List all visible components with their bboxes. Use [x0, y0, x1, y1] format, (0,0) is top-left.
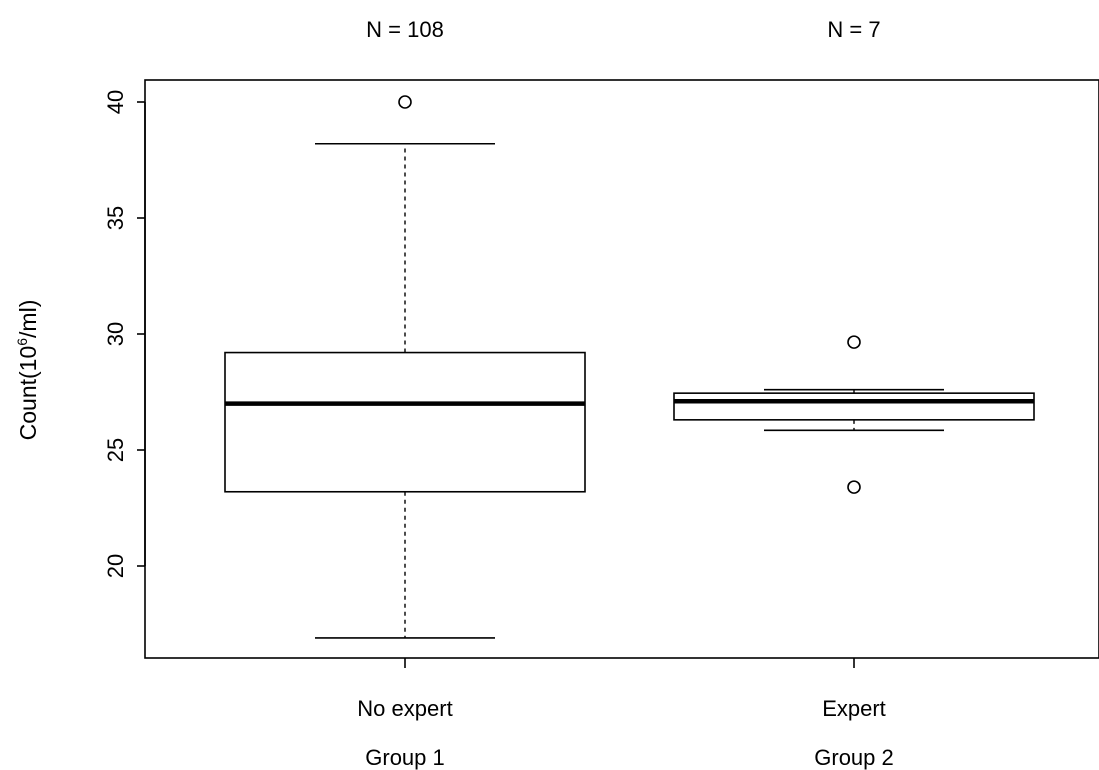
y-tick-label-20: 20	[103, 554, 128, 578]
group-sublabel-2: Group 2	[814, 745, 894, 770]
group-sublabel-1: Group 1	[365, 745, 445, 770]
n-label-group-1: N = 108	[366, 17, 444, 42]
y-tick-label-35: 35	[103, 206, 128, 230]
y-tick-label-25: 25	[103, 438, 128, 462]
y-tick-label-30: 30	[103, 322, 128, 346]
box-group-1	[224, 351, 586, 493]
y-tick-label-40: 40	[103, 90, 128, 114]
outlier-group-1-1	[398, 95, 412, 109]
y-axis-label: Count(106/ml)	[14, 300, 41, 441]
x-tick-label-group-1: No expert	[357, 696, 452, 721]
y-axis-label-main: Count(10	[15, 346, 41, 441]
y-axis-label-suffix: /ml)	[15, 300, 41, 338]
box-group-2	[673, 392, 1035, 421]
outlier-group-2-2	[847, 480, 861, 494]
n-label-group-2: N = 7	[827, 17, 880, 42]
x-tick-label-group-2: Expert	[822, 696, 886, 721]
outlier-group-2-1	[847, 335, 861, 349]
y-axis-label-superscript: 6	[14, 338, 30, 346]
